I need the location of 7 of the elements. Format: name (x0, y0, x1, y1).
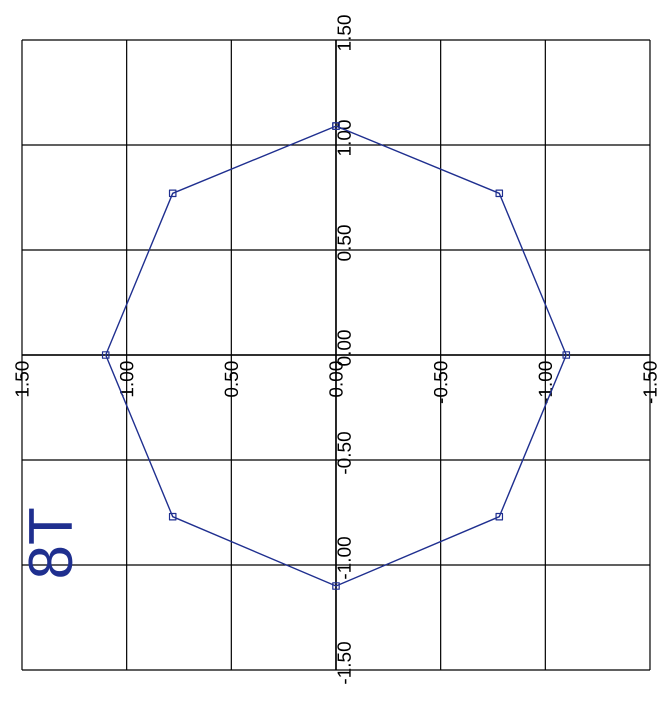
y-tick-label: -1.50 (337, 642, 351, 684)
text: 8T (28, 508, 72, 577)
x-tick-label: 0.50 (224, 361, 238, 397)
x-tick-label: -0.50 (434, 361, 448, 404)
y-tick-label: -1.00 (337, 537, 351, 579)
y-tick-label: 0.50 (337, 225, 351, 261)
y-tick-label: 1.50 (337, 15, 351, 50)
